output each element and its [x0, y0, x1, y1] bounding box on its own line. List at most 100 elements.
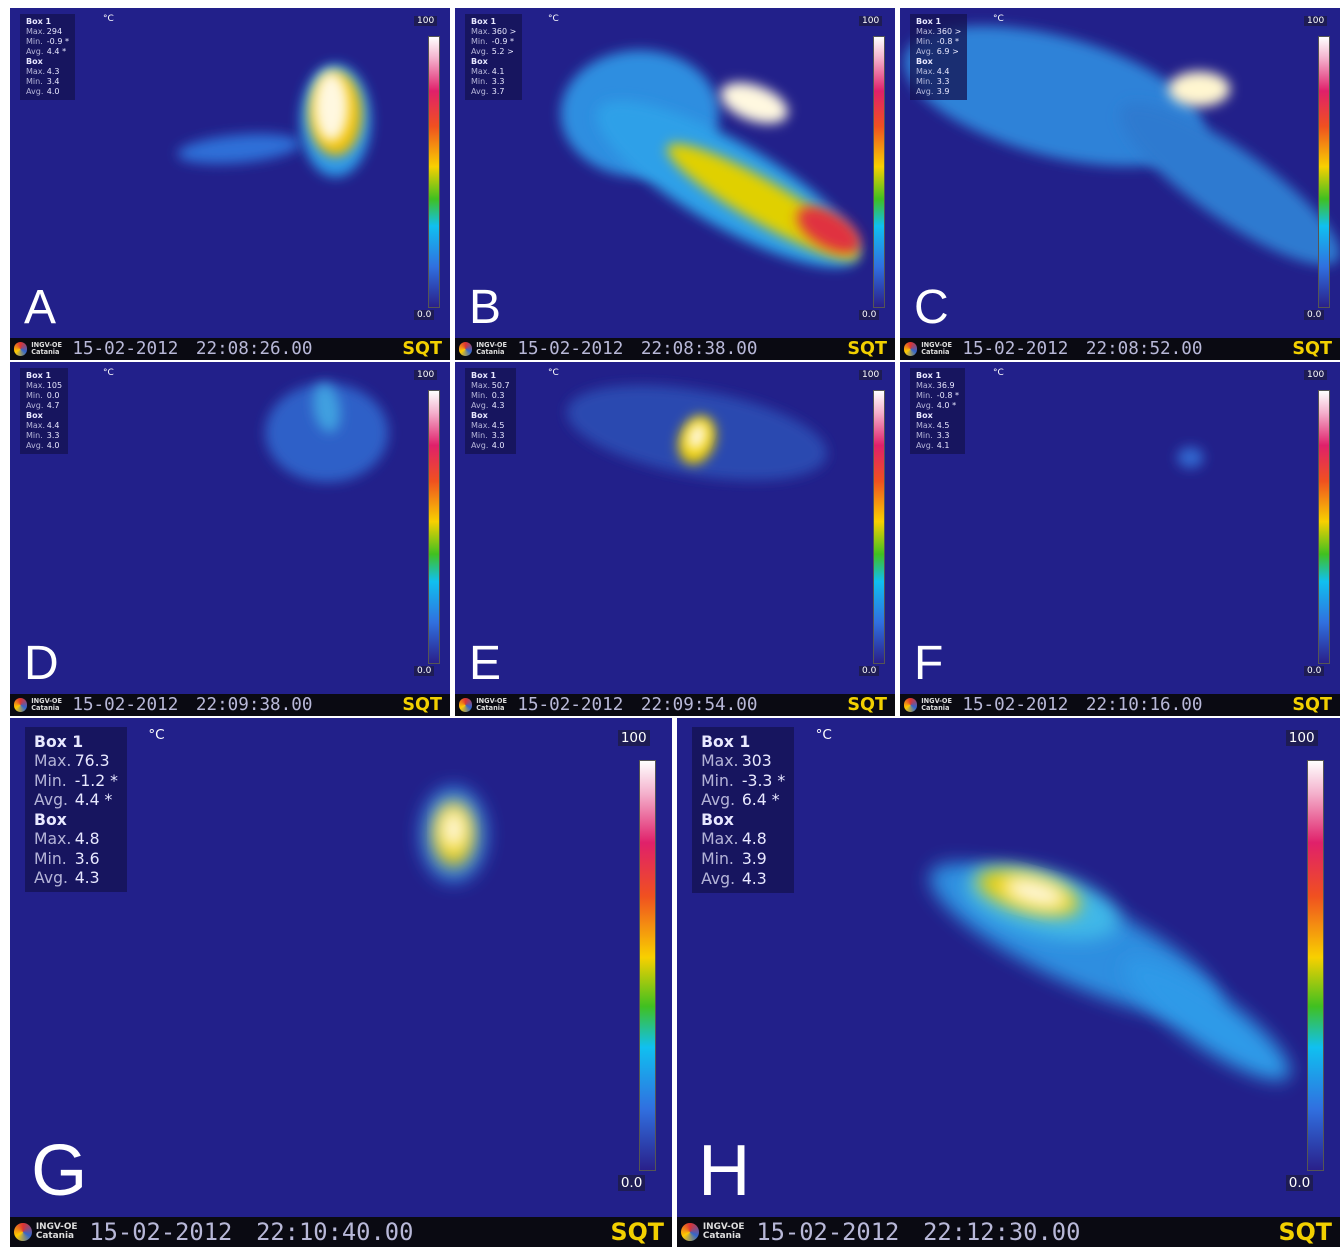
stats-key: Avg.: [34, 868, 75, 888]
stats-row: Min.-0.8 *: [916, 37, 961, 47]
stats-value: 4.5: [492, 421, 505, 431]
color-scale: [873, 390, 885, 664]
stats-value: 4.4: [47, 421, 60, 431]
stats-key: Min.: [471, 431, 492, 441]
stats-value: 6.9 >: [937, 47, 959, 57]
stats-value: 3.3: [492, 431, 505, 441]
stats-key: Max.: [701, 751, 742, 771]
stats-key: Max.: [701, 829, 742, 849]
stats-key: Max.: [34, 751, 75, 771]
stats-row: Min.3.3: [471, 77, 516, 87]
scale-min: 0.0: [414, 666, 434, 676]
stats-key: Min.: [916, 391, 937, 401]
stats-title: Box 1: [471, 17, 516, 27]
scale-max: 100: [859, 16, 882, 26]
scale-max: 100: [859, 370, 882, 380]
stats-row: Max.4.1: [471, 67, 516, 77]
stats-row: Max.76.3: [34, 751, 118, 771]
stats-value: 4.4 *: [75, 790, 113, 810]
stats-value: 4.4 *: [47, 47, 66, 57]
stats-title: Box 1: [916, 17, 961, 27]
stats-value: -1.2 *: [75, 771, 118, 791]
stats-value: 294: [47, 27, 62, 37]
stats-value: 4.0: [47, 441, 60, 451]
unit: °C: [813, 727, 835, 743]
scale-min: 0.0: [1304, 310, 1324, 320]
thermal-blob: [314, 71, 349, 141]
stats-value: 0.3: [492, 391, 505, 401]
stats-row: Min.-1.2 *: [34, 771, 118, 791]
unit: °C: [990, 14, 1007, 24]
thermal-panel: Box 1Max.76.3Min.-1.2 *Avg.4.4 *BoxMax.4…: [10, 718, 672, 1247]
stats-value: 4.1: [492, 67, 505, 77]
stats-key: Avg.: [916, 401, 937, 411]
stats-box: Box 1Max.294Min.-0.9 *Avg.4.4 *BoxMax.4.…: [20, 14, 75, 100]
station: SQT: [1292, 339, 1332, 359]
stats-title: Box: [34, 810, 118, 830]
stats-row: Avg.4.4 *: [26, 47, 69, 57]
stats-value: 4.3: [492, 401, 505, 411]
stats-value: 4.0 *: [937, 401, 956, 411]
stats-row: Max.4.4: [916, 67, 961, 77]
scale-max: 100: [414, 370, 437, 380]
stats-row: Avg.5.2 >: [471, 47, 516, 57]
time: 22:08:52.00: [1086, 339, 1203, 359]
stats-value: 4.3: [47, 67, 60, 77]
stats-value: 4.1: [937, 441, 950, 451]
logo: INGV-OE Catania: [703, 1223, 751, 1241]
stats-key: Min.: [701, 849, 742, 869]
thermal-blob: [176, 129, 301, 168]
unit: °C: [545, 368, 562, 378]
panel-letter: A: [24, 280, 56, 335]
panel-letter: B: [469, 280, 501, 335]
stats-row: Avg.4.4 *: [34, 790, 118, 810]
stats-row: Avg.3.9: [916, 87, 961, 97]
stats-row: Max.50.7: [471, 381, 510, 391]
stats-title: Box: [26, 57, 69, 67]
stats-row: Avg.4.0: [26, 87, 69, 97]
date: 15-02-2012: [756, 1218, 899, 1246]
panel-letter: G: [31, 1130, 87, 1212]
stats-value: 3.3: [492, 77, 505, 87]
stats-value: 360 >: [937, 27, 962, 37]
thermal-blob: [1168, 71, 1230, 106]
stats-row: Max.105: [26, 381, 62, 391]
stats-title: Box: [26, 411, 62, 421]
stats-value: 3.9: [742, 849, 767, 869]
logo: INGV-OE Catania: [31, 342, 66, 355]
stats-row: Avg.3.7: [471, 87, 516, 97]
stats-value: 3.3: [937, 431, 950, 441]
stats-key: Avg.: [26, 87, 47, 97]
unit: °C: [145, 727, 167, 743]
thermal-image: [10, 362, 450, 716]
stats-box: Box 1Max.360 >Min.-0.9 *Avg.5.2 >BoxMax.…: [465, 14, 522, 100]
stats-value: -0.9 *: [492, 37, 514, 47]
thermal-panel: Box 1Max.360 >Min.-0.8 *Avg.6.9 >BoxMax.…: [900, 8, 1340, 360]
stats-title: Box: [471, 57, 516, 67]
stats-key: Max.: [916, 27, 937, 37]
stats-row: Min.3.4: [26, 77, 69, 87]
stats-box: Box 1Max.50.7Min.0.3Avg.4.3BoxMax.4.5Min…: [465, 368, 516, 454]
stats-row: Max.4.4: [26, 421, 62, 431]
logo-icon: [459, 342, 472, 355]
date: 15-02-2012: [517, 695, 623, 715]
color-scale: [1318, 36, 1330, 308]
stats-value: 4.3: [742, 869, 767, 889]
stats-key: Avg.: [471, 441, 492, 451]
stats-key: Avg.: [34, 790, 75, 810]
color-scale: [428, 390, 440, 664]
stats-key: Max.: [471, 381, 492, 391]
panel-letter: H: [698, 1130, 750, 1212]
logo: INGV-OE Catania: [31, 698, 66, 711]
scale-min: 0.0: [1286, 1175, 1314, 1191]
stats-row: Min.3.3: [916, 77, 961, 87]
stats-row: Avg.6.9 >: [916, 47, 961, 57]
stats-key: Avg.: [26, 47, 47, 57]
stats-value: 4.4: [937, 67, 950, 77]
stats-key: Avg.: [916, 47, 937, 57]
stats-value: 4.0: [492, 441, 505, 451]
